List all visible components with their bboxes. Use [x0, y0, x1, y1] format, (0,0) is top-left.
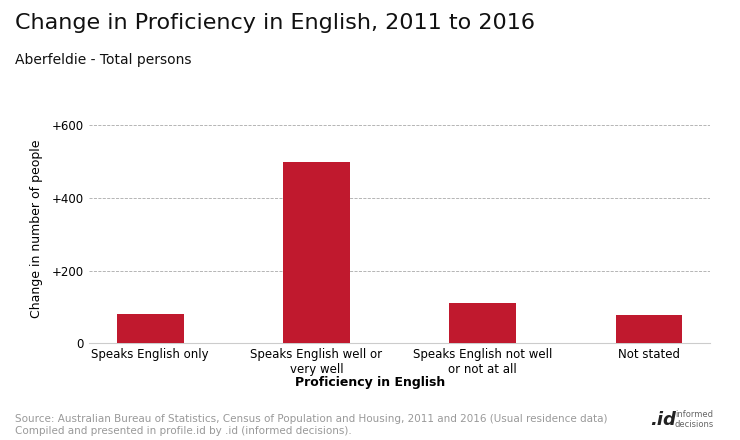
Text: Source: Australian Bureau of Statistics, Census of Population and Housing, 2011 : Source: Australian Bureau of Statistics,…: [15, 414, 608, 436]
Text: Change in Proficiency in English, 2011 to 2016: Change in Proficiency in English, 2011 t…: [15, 13, 535, 33]
Bar: [117, 314, 184, 343]
Text: Aberfeldie - Total persons: Aberfeldie - Total persons: [15, 53, 192, 67]
Y-axis label: Change in number of people: Change in number of people: [30, 139, 44, 318]
Text: informed
decisions: informed decisions: [675, 410, 714, 429]
Bar: [616, 315, 682, 343]
Text: Proficiency in English: Proficiency in English: [295, 376, 445, 389]
Bar: [449, 303, 516, 343]
Bar: [283, 161, 350, 343]
Text: .id: .id: [650, 411, 676, 429]
